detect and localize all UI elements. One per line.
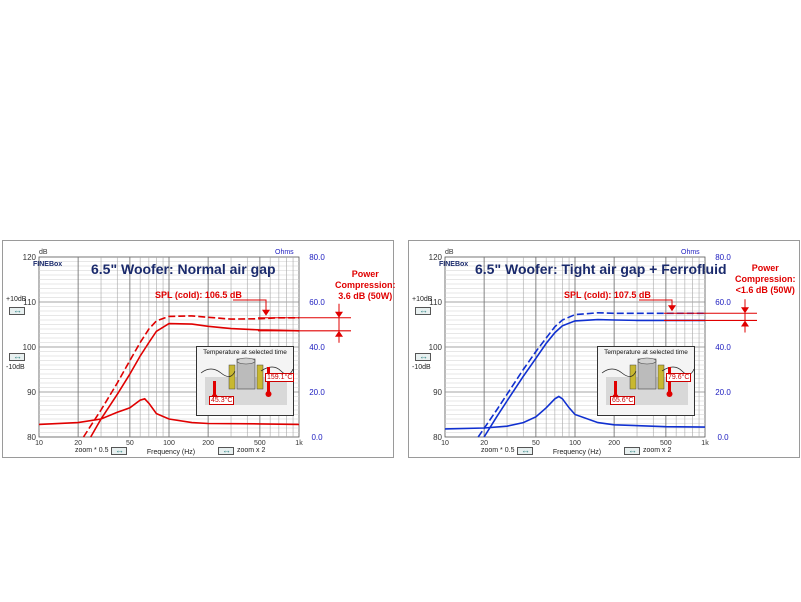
brand-label: FINEBox	[33, 261, 63, 268]
x-tick-label: 200	[202, 440, 214, 447]
y2-tick-label: 0.0	[311, 433, 323, 442]
temperature-low-label: 65.6°C	[610, 396, 636, 405]
compression-arrow-up	[741, 320, 749, 327]
y2-tick-label: 60.0	[309, 298, 325, 307]
zoom-out-button[interactable]	[517, 445, 533, 455]
y-axis-title: dB	[39, 249, 48, 256]
series-line-0	[477, 311, 705, 438]
y2-tick-label: 0.0	[717, 433, 729, 442]
scroll-up-button[interactable]	[9, 305, 25, 315]
x-tick-label: 20	[74, 440, 82, 447]
y2-tick-label: 40.0	[309, 343, 325, 352]
y2-tick-label: 80.0	[715, 253, 731, 262]
scroll-up-button[interactable]	[415, 305, 431, 315]
zoom-out-label: zoom * 0.5	[75, 447, 109, 454]
y-tick-label: 110	[23, 298, 36, 307]
spl-leader-line	[639, 299, 673, 308]
power-compression-annotation: Power Compression: 3.6 dB (50W)	[335, 269, 396, 301]
speaker-cross-section-icon	[200, 357, 294, 405]
minus-10db-label: -10dB	[412, 364, 431, 371]
x-tick-label: 200	[608, 440, 620, 447]
temperature-low-label: 45.3°C	[209, 396, 235, 405]
y-tick-label: 100	[23, 343, 37, 352]
series-line-1	[90, 322, 300, 438]
zoom-in-button[interactable]	[624, 445, 640, 455]
zoom-in-label: zoom x 2	[643, 447, 672, 454]
y2-tick-label: 20.0	[309, 388, 325, 397]
y-tick-label: 120	[23, 253, 37, 262]
spl-leader-arrow	[262, 309, 270, 316]
x-tick-label: 50	[532, 440, 540, 447]
compression-arrow-down	[741, 307, 749, 314]
brand-label: FINEBox	[439, 261, 469, 268]
spl-leader-line	[233, 299, 267, 312]
x-tick-label: 500	[254, 440, 266, 447]
y-axis-title: dB	[445, 249, 454, 256]
chart-title: 6.5" Woofer: Tight air gap + Ferrofluid	[475, 261, 727, 277]
inset-title: Temperature at selected time	[604, 349, 688, 356]
chart-panel-tight-gap-ferrofluid: 80 90 100 110 120 0.0 20.0 40.0 60.0 80.0 10 20 50 10…	[408, 240, 800, 458]
y-tick-label: 120	[429, 253, 443, 262]
compression-arrow-up	[335, 330, 343, 337]
series-line-0	[82, 315, 299, 438]
spl-annotation: SPL (cold): 106.5 dB	[155, 290, 242, 300]
y2-axis-title: Ohms	[681, 249, 700, 256]
y-tick-label: 90	[433, 388, 442, 397]
x-tick-label: 1k	[295, 440, 303, 447]
compression-arrow-down	[335, 311, 343, 318]
zoom-in-button[interactable]	[218, 445, 234, 455]
x-tick-label: 100	[163, 440, 175, 447]
x-tick-label: 50	[126, 440, 134, 447]
y-tick-label: 110	[429, 298, 442, 307]
y2-tick-label: 20.0	[715, 388, 731, 397]
spl-annotation: SPL (cold): 107.5 dB	[564, 290, 651, 300]
chart-title: 6.5" Woofer: Normal air gap	[91, 261, 276, 277]
y-tick-label: 100	[429, 343, 443, 352]
minus-10db-label: -10dB	[6, 364, 25, 371]
scroll-down-button[interactable]	[415, 351, 431, 361]
series-line-2	[444, 395, 706, 430]
plus-10db-label: +10dB	[412, 296, 433, 303]
speaker-cross-section-icon	[601, 357, 695, 405]
plus-10db-label: +10dB	[6, 296, 27, 303]
scroll-down-button[interactable]	[9, 351, 25, 361]
series-line-2	[38, 397, 300, 426]
temperature-inset: Temperature at selected time 45.3°C 159.…	[196, 346, 295, 416]
temperature-inset: Temperature at selected time 65.6°C 79.6…	[597, 346, 695, 416]
zoom-in-label: zoom x 2	[237, 447, 266, 454]
x-tick-label: 10	[441, 440, 449, 447]
series-line-1	[483, 318, 705, 438]
power-compression-annotation: Power Compression: <1.6 dB (50W)	[735, 263, 796, 295]
y2-tick-label: 80.0	[309, 253, 325, 262]
y-tick-label: 90	[27, 388, 36, 397]
x-tick-label: 20	[480, 440, 488, 447]
temperature-high-label: 79.6°C	[666, 373, 692, 382]
y2-axis-title: Ohms	[275, 249, 294, 256]
x-axis-label: Frequency (Hz)	[147, 449, 195, 456]
zoom-out-label: zoom * 0.5	[481, 447, 515, 454]
zoom-out-button[interactable]	[111, 445, 127, 455]
x-tick-label: 10	[35, 440, 43, 447]
x-tick-label: 500	[660, 440, 672, 447]
y-tick-label: 80	[27, 433, 36, 442]
inset-title: Temperature at selected time	[203, 349, 287, 356]
x-tick-label: 1k	[701, 440, 709, 447]
temperature-high-label: 159.1°C	[265, 373, 295, 382]
x-tick-label: 100	[569, 440, 581, 447]
y2-tick-label: 60.0	[715, 298, 731, 307]
y-tick-label: 80	[433, 433, 442, 442]
y2-tick-label: 40.0	[715, 343, 731, 352]
spl-leader-arrow	[668, 305, 676, 312]
chart-panel-normal-gap: 80 90 100 110 120 0.0 20.0 40.0 60.0 80.0 10 20 50 10…	[2, 240, 396, 458]
x-axis-label: Frequency (Hz)	[553, 449, 601, 456]
